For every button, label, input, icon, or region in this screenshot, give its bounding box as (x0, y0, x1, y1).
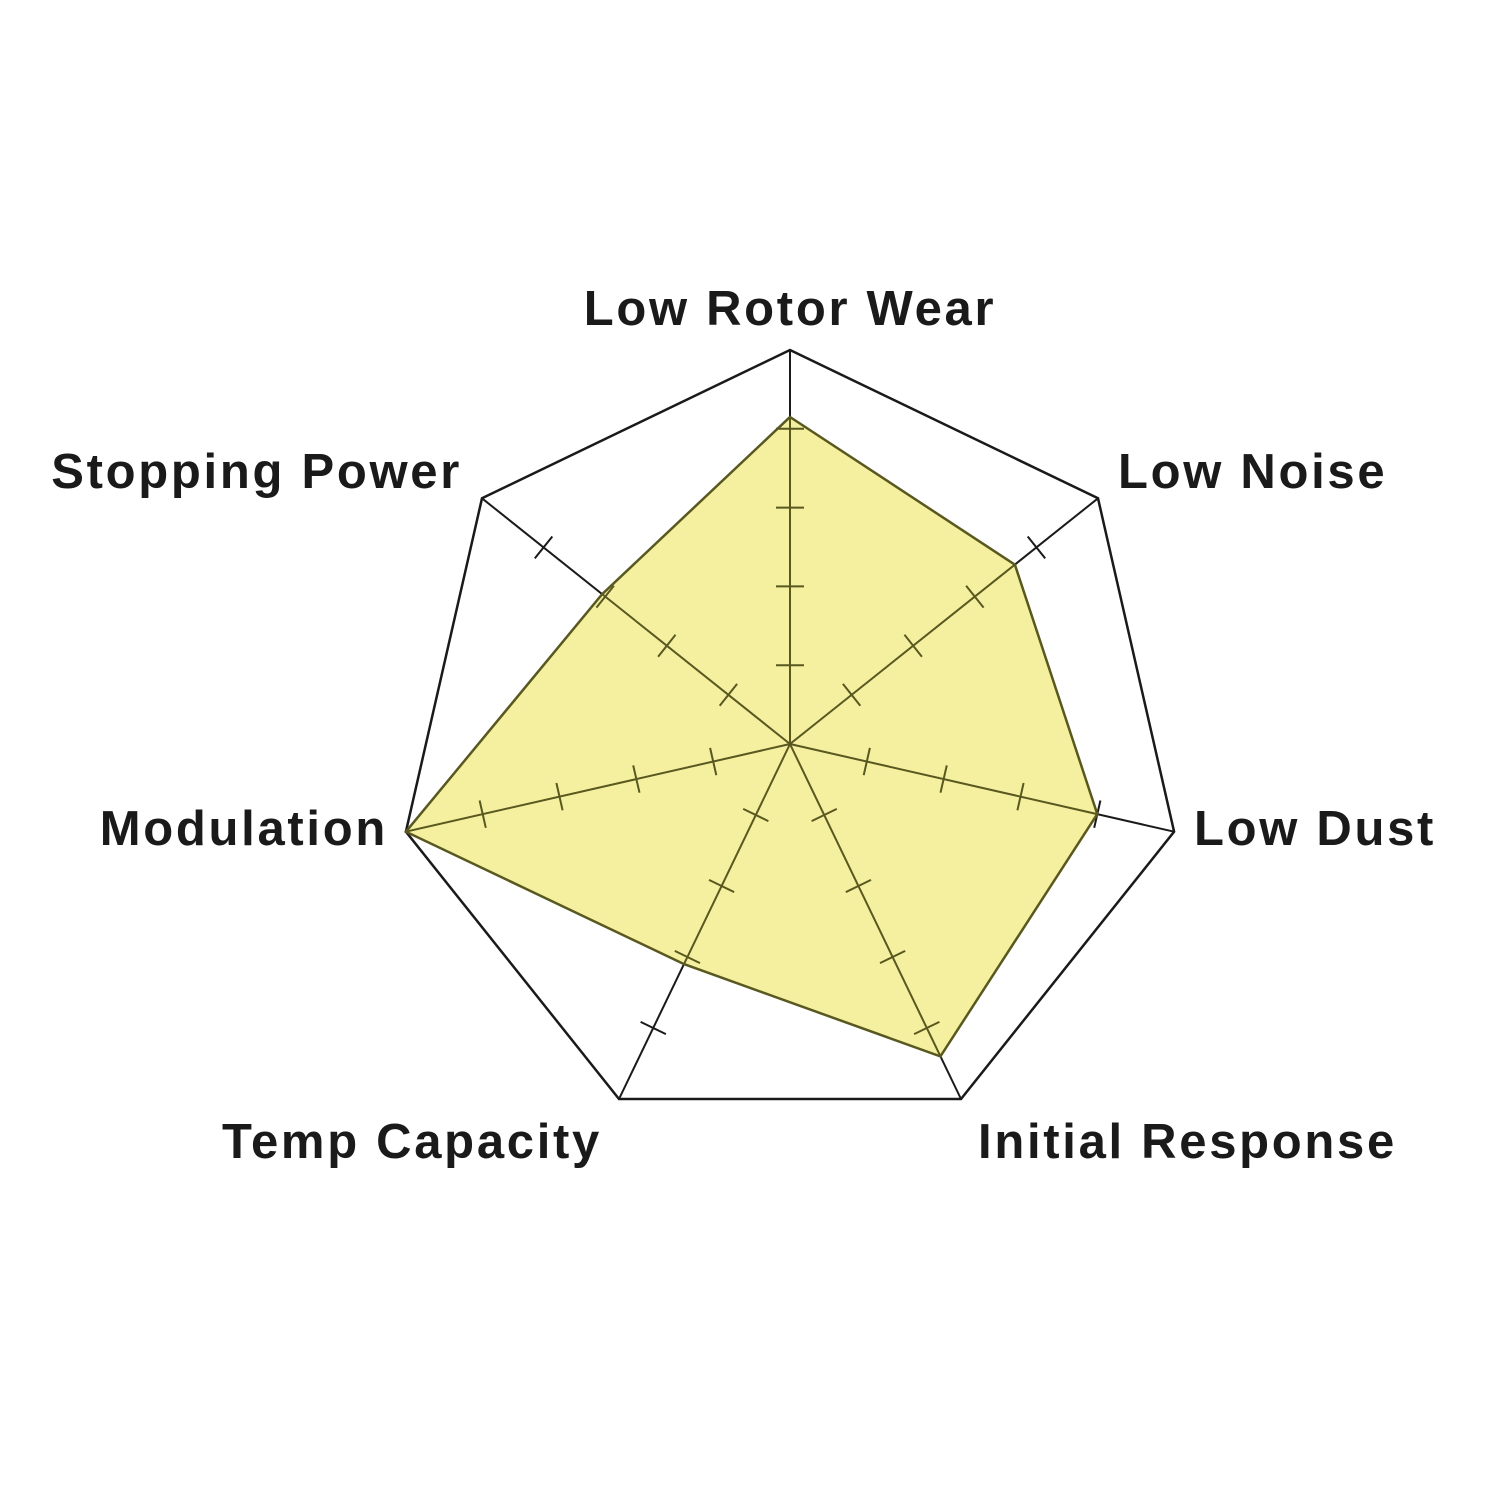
svg-text:Low Rotor Wear: Low Rotor Wear (584, 282, 997, 336)
svg-text:Temp Capacity: Temp Capacity (222, 1115, 602, 1169)
svg-text:Initial Response: Initial Response (978, 1115, 1397, 1169)
svg-text:Low Noise: Low Noise (1118, 445, 1387, 499)
svg-text:Low Dust: Low Dust (1194, 802, 1436, 856)
svg-text:Stopping Power: Stopping Power (51, 445, 462, 499)
svg-text:Modulation: Modulation (100, 802, 388, 856)
